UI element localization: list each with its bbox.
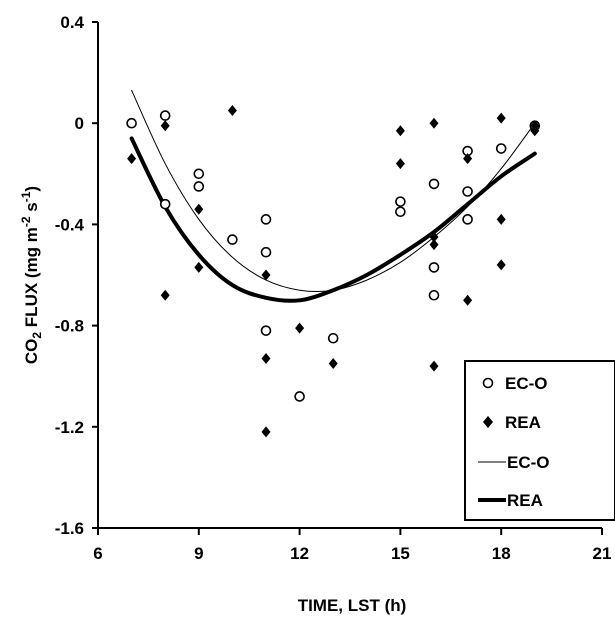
y-title-end: ) bbox=[22, 186, 41, 192]
plot-area bbox=[126, 89, 541, 438]
y-title-text: FLUX (mg m bbox=[22, 227, 41, 332]
y-tick-label: -1.2 bbox=[55, 418, 84, 437]
rea-point bbox=[463, 294, 473, 306]
rea-point bbox=[194, 261, 204, 273]
ec-o-point bbox=[193, 168, 205, 180]
rea-point bbox=[429, 231, 439, 243]
y-tick-label: -0.8 bbox=[55, 317, 84, 336]
ec-o-point bbox=[294, 391, 305, 402]
ec-o-point bbox=[260, 246, 272, 258]
ec-o-point bbox=[462, 214, 473, 225]
rea-point bbox=[496, 213, 506, 225]
y-title-subscript: 2 bbox=[30, 332, 44, 339]
data-points bbox=[126, 105, 541, 438]
ec-o-point bbox=[428, 289, 440, 301]
fit-lines bbox=[129, 89, 537, 303]
ec-o-point bbox=[159, 198, 171, 210]
ec-o-point bbox=[227, 234, 238, 245]
x-ticks: 6 9 12 15 18 21 bbox=[93, 528, 611, 563]
ec-o-point bbox=[327, 332, 339, 344]
rea-point bbox=[160, 289, 170, 301]
ec-o-point bbox=[260, 325, 272, 336]
ec-o-point bbox=[428, 178, 440, 190]
rea-point bbox=[127, 153, 137, 165]
legend-label-rea-points: REA bbox=[505, 413, 541, 432]
rea-point bbox=[395, 125, 405, 137]
axes: 0.4 0 -0.4 -0.8 -1.2 -1.6 6 9 12 15 18 21 bbox=[55, 13, 612, 563]
y-tick-label: -1.6 bbox=[55, 519, 84, 538]
x-tick-label: 12 bbox=[290, 544, 309, 563]
x-axis-title: TIME, LST (h) bbox=[298, 596, 407, 615]
ec-o-point bbox=[395, 206, 406, 218]
rea-point bbox=[194, 203, 204, 215]
y-title-sup-1: -2 bbox=[19, 216, 33, 227]
legend-open-circle-icon bbox=[482, 377, 494, 389]
rea-point bbox=[429, 360, 439, 372]
rea-point bbox=[463, 153, 473, 165]
ec-o-point bbox=[260, 214, 272, 225]
rea-point bbox=[496, 112, 506, 124]
y-title-sup-2: -1 bbox=[19, 191, 33, 202]
y-ticks: 0.4 0 -0.4 -0.8 -1.2 -1.6 bbox=[55, 13, 98, 538]
ec-o-point bbox=[395, 196, 406, 207]
rea-point bbox=[261, 352, 271, 364]
rea-point bbox=[295, 322, 305, 334]
rea-point bbox=[429, 239, 439, 251]
x-tick-label: 6 bbox=[93, 544, 102, 563]
rea-point bbox=[429, 117, 439, 129]
y-tick-label: 0 bbox=[75, 114, 84, 133]
x-tick-label: 15 bbox=[391, 544, 410, 563]
ec-o-point bbox=[193, 181, 205, 192]
legend-diamond-icon bbox=[483, 416, 493, 428]
rea-point bbox=[530, 125, 540, 137]
legend-label-ec-o-points: EC-O bbox=[505, 374, 548, 393]
legend-label-rea-fit: REA bbox=[507, 491, 543, 510]
ec-o-fit-line bbox=[131, 89, 536, 292]
rea-point bbox=[395, 158, 405, 170]
rea-point bbox=[261, 426, 271, 438]
ec-o-point bbox=[495, 143, 507, 154]
rea-point bbox=[227, 105, 237, 117]
y-axis-title: CO2 FLUX (mg m-2 s-1) bbox=[19, 186, 44, 364]
legend-label-ec-o-fit: EC-O bbox=[507, 453, 550, 472]
rea-point bbox=[496, 259, 506, 271]
rea-point bbox=[160, 120, 170, 132]
x-tick-label: 18 bbox=[492, 544, 511, 563]
ec-o-point bbox=[159, 110, 171, 121]
y-tick-label: 0.4 bbox=[60, 13, 84, 32]
y-title-base: CO bbox=[22, 339, 41, 365]
rea-point bbox=[328, 358, 338, 370]
ec-o-point bbox=[462, 186, 473, 197]
ec-o-point bbox=[428, 262, 440, 273]
x-tick-label: 21 bbox=[593, 544, 612, 563]
rea-fit-line bbox=[129, 136, 537, 303]
y-title-mid: s bbox=[22, 202, 41, 216]
x-tick-label: 9 bbox=[194, 544, 203, 563]
ec-o-point bbox=[126, 117, 137, 129]
y-tick-label: -0.4 bbox=[55, 215, 85, 234]
rea-point bbox=[261, 269, 271, 281]
legend: EC-O REA EC-O REA bbox=[464, 360, 615, 521]
